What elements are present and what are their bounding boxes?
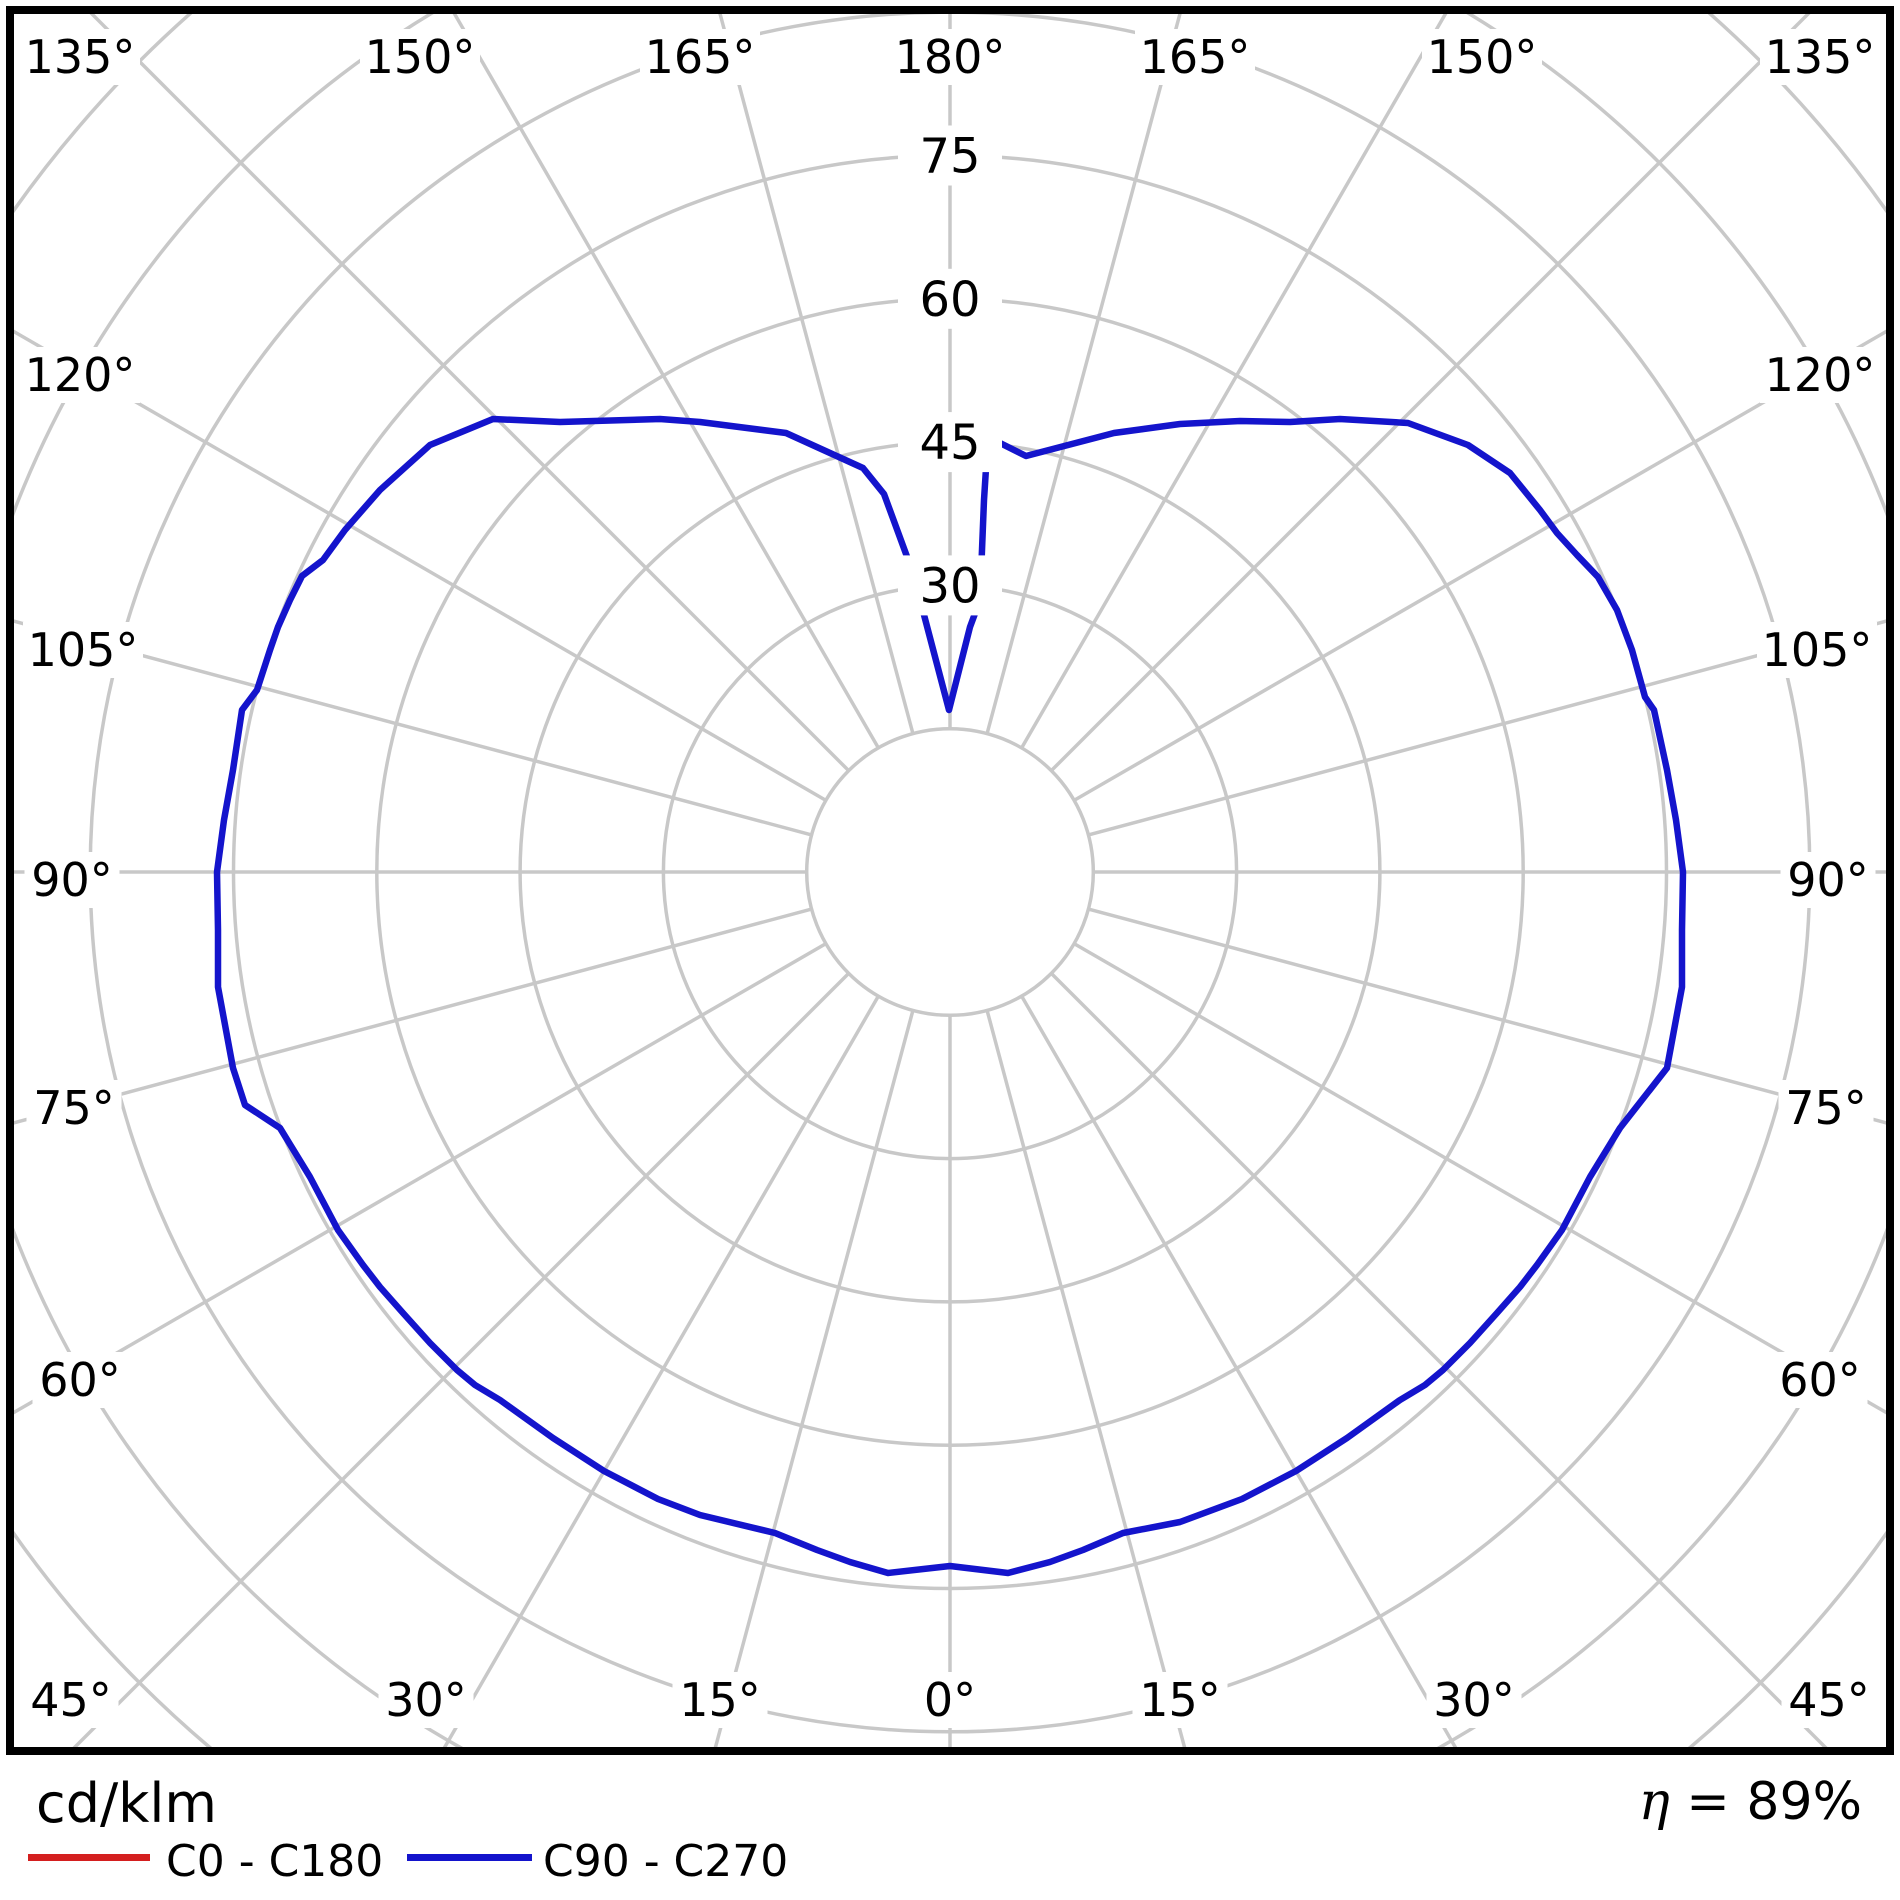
ring-label-box-60 xyxy=(898,268,1002,329)
angle-label-90°-15: 90° xyxy=(1787,853,1869,907)
angle-label-120°-13: 120° xyxy=(1765,348,1876,402)
angle-label-box-10 xyxy=(26,1080,122,1136)
angle-label-165°-2: 165° xyxy=(645,30,756,84)
grid-ray-330 xyxy=(442,995,880,1747)
angle-label-box-21 xyxy=(902,1672,998,1728)
grid-ray-15 xyxy=(985,1009,1187,1747)
angle-label-45°-12: 45° xyxy=(30,1673,112,1727)
grid-ray-150 xyxy=(1020,14,1448,749)
grid-ray-120 xyxy=(1073,329,1886,802)
angle-label-45°-18: 45° xyxy=(1788,1673,1870,1727)
grid-ray-45 xyxy=(1050,972,1828,1747)
grid-ray-345 xyxy=(713,1009,915,1747)
grid-ray-225 xyxy=(89,14,850,772)
angle-label-15°-20: 15° xyxy=(679,1673,761,1727)
grid-ray-210 xyxy=(452,14,880,749)
angle-label-box-19 xyxy=(378,1672,474,1728)
angle-label-150°-1: 150° xyxy=(365,30,476,84)
legend-label-c90-c270: C90 - C270 xyxy=(543,1836,789,1887)
angle-label-30°-23: 30° xyxy=(1433,1673,1515,1727)
ring-label-75: 75 xyxy=(919,129,980,185)
angle-label-box-3 xyxy=(890,29,1010,85)
angle-label-box-11 xyxy=(32,1352,128,1408)
angle-label-box-15 xyxy=(1780,852,1876,908)
angle-label-box-13 xyxy=(1760,347,1880,403)
grid-ray-60 xyxy=(1073,942,1886,1415)
angle-label-165°-4: 165° xyxy=(1140,30,1251,84)
grid-ray-315 xyxy=(72,972,850,1747)
angle-label-60°-11: 60° xyxy=(39,1353,121,1407)
angle-label-box-22 xyxy=(1132,1672,1228,1728)
grid-ray-195 xyxy=(718,14,915,735)
angle-label-box-8 xyxy=(23,622,143,678)
angle-label-box-20 xyxy=(672,1672,768,1728)
angle-label-box-18 xyxy=(1781,1672,1877,1728)
ring-label-45: 45 xyxy=(919,415,980,471)
angle-label-90°-9: 90° xyxy=(31,853,113,907)
angle-label-box-16 xyxy=(1778,1080,1874,1136)
grid-ray-30 xyxy=(1020,995,1458,1747)
angle-label-box-12 xyxy=(23,1672,119,1728)
ring-label-box-30 xyxy=(898,555,1002,616)
grid-ray-165 xyxy=(985,14,1182,735)
angle-label-box-4 xyxy=(1135,29,1255,85)
plot-border xyxy=(6,6,1894,1755)
efficiency-label: η = 89% xyxy=(1639,1772,1862,1832)
radial-unit-label: cd/klm xyxy=(36,1772,218,1835)
angle-label-60°-17: 60° xyxy=(1779,1353,1861,1407)
angle-label-105°-14: 105° xyxy=(1762,623,1873,677)
angle-label-135°-0: 135° xyxy=(25,30,136,84)
grid-ring-15 xyxy=(804,726,1096,1018)
grid-ray-75 xyxy=(1087,907,1886,1125)
angle-label-30°-19: 30° xyxy=(385,1673,467,1727)
angle-label-0°-21: 0° xyxy=(924,1673,976,1727)
angle-label-75°-10: 75° xyxy=(33,1081,115,1135)
angle-label-15°-22: 15° xyxy=(1139,1673,1221,1727)
legend-swatch-c90-c270 xyxy=(407,1854,532,1861)
angle-label-box-17 xyxy=(1772,1352,1868,1408)
ring-label-box-75 xyxy=(898,125,1002,186)
angle-label-box-9 xyxy=(24,852,120,908)
angle-label-box-14 xyxy=(1757,622,1877,678)
angle-label-120°-7: 120° xyxy=(25,348,136,402)
eta-value: = 89% xyxy=(1669,1772,1862,1832)
angle-label-180°-3: 180° xyxy=(895,30,1006,84)
angle-label-105°-8: 105° xyxy=(28,623,139,677)
ring-label-30: 30 xyxy=(919,558,980,614)
grid-ray-135 xyxy=(1050,14,1811,772)
ring-label-60: 60 xyxy=(919,272,980,328)
grid-ray-105 xyxy=(1087,619,1886,837)
angle-label-box-7 xyxy=(20,347,140,403)
angle-label-box-5 xyxy=(1422,29,1542,85)
angle-label-135°-6: 135° xyxy=(1765,30,1876,84)
legend-label-c0-c180: C0 - C180 xyxy=(166,1836,384,1887)
angle-label-box-6 xyxy=(1760,29,1880,85)
angle-label-box-0 xyxy=(20,29,140,85)
eta-symbol: η xyxy=(1638,1772,1670,1832)
legend: C0 - C180 C90 - C270 xyxy=(0,1836,1900,1887)
angle-label-75°-16: 75° xyxy=(1785,1081,1867,1135)
grid-ray-240 xyxy=(14,329,827,802)
curve-c90-c270 xyxy=(213,415,1687,1577)
grid-ray-255 xyxy=(14,619,813,837)
grid-ray-300 xyxy=(14,942,827,1415)
legend-swatch-c0-c180 xyxy=(28,1854,150,1861)
angle-label-box-23 xyxy=(1426,1672,1522,1728)
grid-ray-285 xyxy=(14,907,813,1125)
angle-label-box-1 xyxy=(360,29,480,85)
angle-label-150°-5: 150° xyxy=(1427,30,1538,84)
ring-label-box-45 xyxy=(898,412,1002,473)
angle-label-box-2 xyxy=(640,29,760,85)
